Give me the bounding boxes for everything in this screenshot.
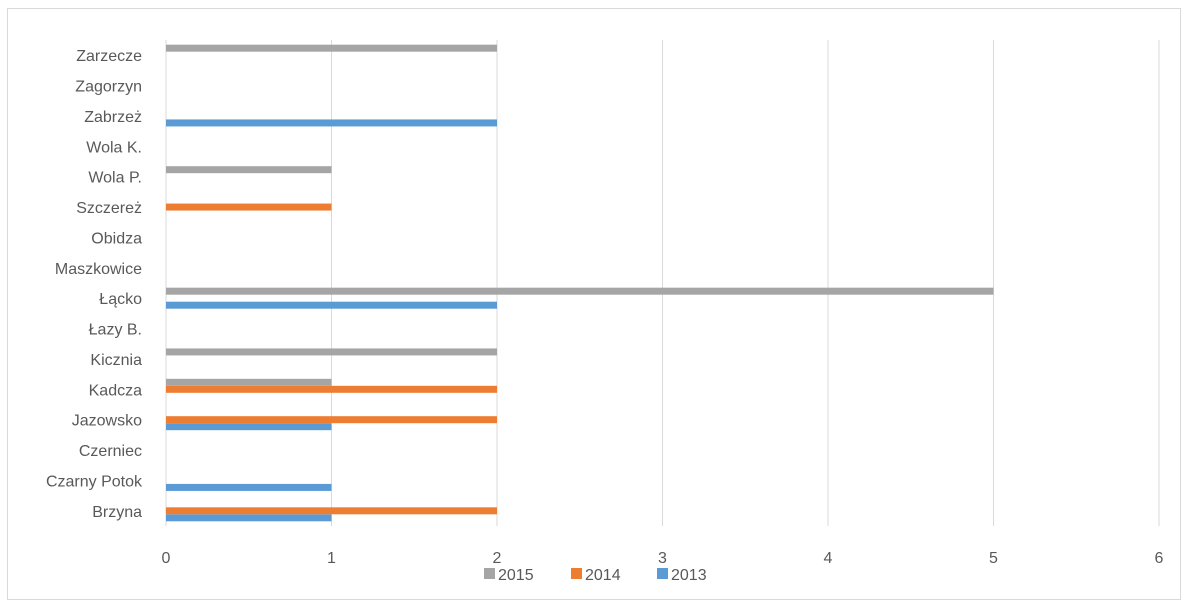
y-tick-label: Brzyna (92, 504, 142, 521)
x-tick-label-0: 0 (162, 550, 171, 567)
bar-2013-czarny-potok (166, 483, 332, 491)
y-tick-label: Kadcza (89, 382, 142, 399)
y-tick-label: Jazowsko (72, 413, 142, 430)
top-strip (0, 0, 1182, 8)
y-tick-label: Zabrzeż (84, 109, 142, 126)
y-tick-label: Łazy B. (89, 322, 142, 339)
bar-2013-jazowsko (166, 423, 332, 431)
x-tick-label-4: 4 (824, 550, 833, 567)
legend-label-2013: 2013 (671, 567, 707, 584)
y-tick-label: Wola P. (88, 170, 142, 187)
bar-2015-kadcza (166, 378, 332, 386)
bar-2013-zabrzeż (166, 119, 497, 127)
y-tick-label: Czerniec (79, 443, 142, 460)
bar-2014-kadcza (166, 385, 497, 393)
x-tick-label-1: 1 (327, 550, 336, 567)
legend-label-2015: 2015 (498, 567, 534, 584)
y-tick-label: Wola K. (86, 139, 142, 156)
bar-2014-szczereż (166, 203, 332, 211)
x-tick-label-3: 3 (658, 550, 667, 567)
legend-swatch-2015 (484, 568, 495, 579)
x-tick-label-5: 5 (989, 550, 998, 567)
y-tick-label: Zarzecze (76, 48, 142, 65)
y-tick-label: Maszkowice (55, 261, 142, 278)
bar-2014-brzyna (166, 507, 497, 515)
y-tick-label: Szczereż (76, 200, 142, 217)
bar-2013-łącko (166, 301, 497, 309)
legend-label-2014: 2014 (585, 567, 621, 584)
y-tick-label: Czarny Potok (46, 473, 143, 490)
y-tick-label: Łącko (99, 291, 142, 308)
bar-2013-brzyna (166, 514, 332, 522)
bar-2014-jazowsko (166, 416, 497, 424)
bar-2015-zarzecze (166, 44, 497, 52)
x-tick-label-6: 6 (1155, 550, 1164, 567)
legend-swatch-2013 (657, 568, 668, 579)
legend-swatch-2014 (571, 568, 582, 579)
y-tick-label: Zagorzyn (75, 79, 142, 96)
y-tick-label: Obidza (91, 230, 142, 247)
y-tick-label: Kicznia (90, 352, 142, 369)
x-tick-label-2: 2 (493, 550, 502, 567)
bar-2015-wola-p. (166, 166, 332, 174)
bar-2015-kicznia (166, 348, 497, 356)
bar-2015-łącko (166, 287, 994, 295)
